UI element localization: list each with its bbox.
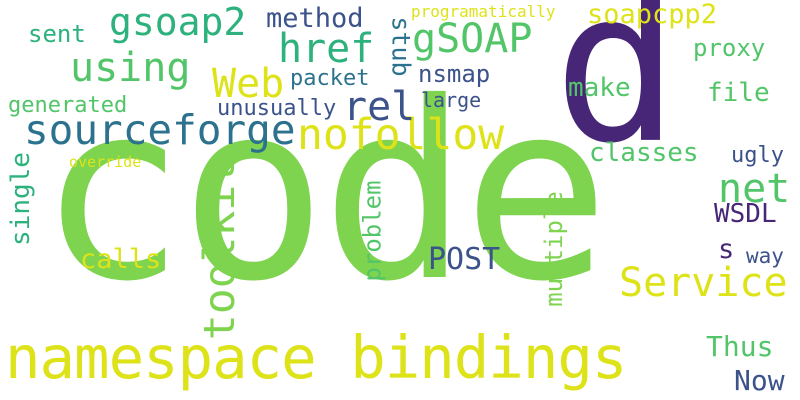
word-soapcpp2: soapcpp2 — [587, 0, 718, 30]
word-s: s — [718, 234, 735, 265]
word-sourceforge: sourceforge — [24, 106, 296, 154]
word-calls: calls — [80, 244, 162, 275]
word-make: make — [568, 73, 631, 103]
word-using: using — [70, 45, 191, 91]
word-web: Web — [212, 61, 285, 107]
word-classes: classes — [589, 138, 699, 168]
word-programatically: programatically — [411, 2, 556, 21]
word-problem: problem — [358, 180, 387, 282]
word-gsoap2: gsoap2 — [109, 0, 247, 44]
word-ugly: ugly — [731, 143, 784, 168]
word-file: file — [707, 78, 770, 108]
word-net: net — [718, 166, 791, 212]
word-stub: stub — [386, 16, 416, 77]
word-override: override — [69, 153, 142, 171]
word-nofollow: nofollow — [297, 110, 505, 160]
word-sent: sent — [28, 20, 86, 48]
word-large: large — [421, 88, 482, 112]
word-single: single — [5, 152, 36, 246]
word-toolkit: toolkit — [195, 158, 246, 341]
word-service: Service — [619, 260, 788, 306]
word-method: method — [266, 3, 364, 34]
word-href: href — [278, 26, 375, 72]
word-way: way — [746, 244, 784, 268]
word-now: Now — [734, 364, 785, 397]
word-nsmap: nsmap — [418, 60, 491, 88]
word-proxy: proxy — [693, 34, 766, 62]
word-thus: Thus — [706, 330, 774, 363]
word-code: code — [38, 50, 610, 335]
word-post: POST — [428, 242, 501, 277]
word-generated: generated — [8, 93, 128, 118]
word-namespace-bindings: namespace bindings — [5, 323, 627, 392]
word-unusually: unusually — [217, 96, 337, 121]
word-packet: packet — [290, 66, 370, 91]
word-rel: rel — [343, 84, 416, 130]
word-wsdl: WSDL — [714, 199, 777, 229]
word-gsoap: gSOAP — [412, 16, 533, 62]
word-multiple: multiple — [539, 191, 568, 307]
